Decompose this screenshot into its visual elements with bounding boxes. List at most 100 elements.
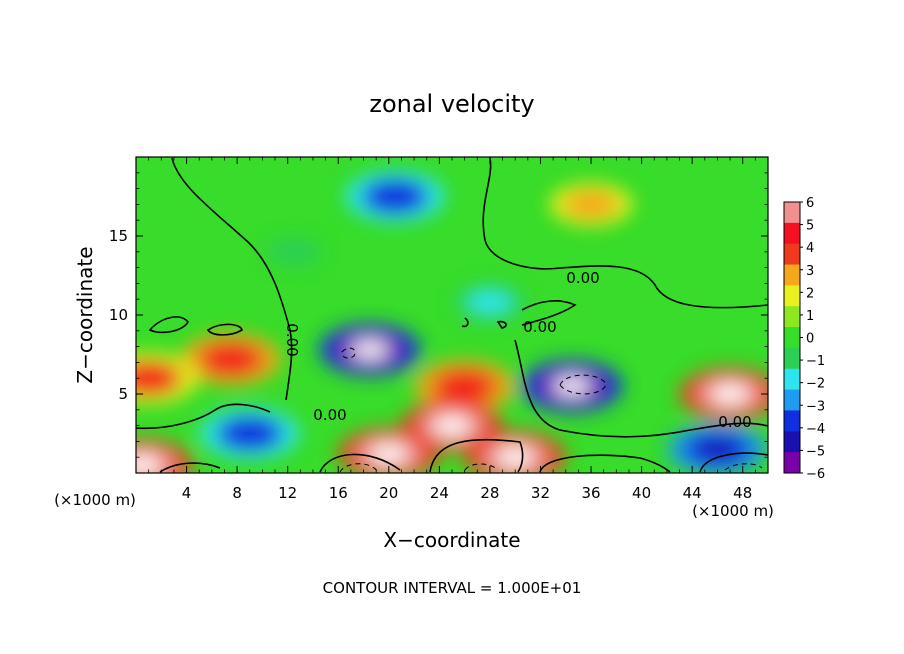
x-tick-label: 24 — [430, 484, 449, 502]
x-tick-label: 44 — [683, 484, 702, 502]
x-tick-label: 48 — [733, 484, 752, 502]
x-unit-label-left: (×1000 m) — [54, 491, 136, 509]
contour-label-text: 0.00 — [718, 413, 751, 431]
field-feature — [553, 376, 591, 396]
y-tick-label: 5 — [118, 385, 128, 403]
contour-line — [171, 157, 293, 401]
field-feature — [711, 384, 749, 404]
contour-line — [136, 403, 271, 430]
colorbar-label: 1 — [806, 309, 814, 324]
x-axis-ticks: 4 8 12 16 20 24 28 32 36 40 44 48 — [148, 157, 756, 502]
contour-line-dashed — [724, 463, 763, 471]
colorbar-segment — [784, 285, 800, 307]
zero-contours — [136, 157, 768, 473]
colorbar-segment — [784, 202, 800, 224]
contour-label-text: 0.00 — [283, 323, 301, 356]
x-tick-label: 16 — [329, 484, 348, 502]
x-tick-label: 36 — [581, 484, 600, 502]
colorbar-segment — [784, 327, 800, 349]
colorbar: 6 5 4 3 2 1 0 −1 −2 −3 −4 −5 −6 — [783, 196, 825, 482]
y-axis-ticks: 5 10 15 — [109, 172, 768, 458]
colorbar-segment — [784, 389, 800, 411]
field-feature — [433, 415, 471, 436]
contour-line-dashed — [339, 463, 379, 473]
contour-line — [699, 452, 768, 473]
y-tick-label: 10 — [109, 306, 128, 324]
y-axis-label: Z−coordinate — [73, 246, 97, 383]
field-feature — [136, 368, 168, 389]
contour-label-text: 0.00 — [566, 269, 599, 287]
contour-line — [514, 339, 768, 438]
contour-label-text: 0.00 — [313, 406, 346, 424]
contour-line-dashed — [559, 374, 607, 395]
field-feature — [698, 439, 737, 460]
contour-label: 0.00 — [718, 413, 751, 431]
contour-line-dashed — [464, 463, 499, 471]
contour-line — [148, 316, 189, 334]
field-feature — [445, 376, 484, 396]
contour-interval-note: CONTOUR INTERVAL = 1.000E+01 — [323, 579, 582, 597]
colorbar-segment — [784, 431, 800, 453]
x-tick-label: 40 — [632, 484, 651, 502]
colorbar-label: 4 — [806, 241, 814, 256]
colorbar-segment — [784, 264, 800, 286]
field-feature — [476, 295, 504, 310]
velocity-field — [136, 170, 768, 473]
colorbar-segment — [784, 243, 800, 266]
y-tick-label: 15 — [109, 227, 128, 245]
colorbar-label: −1 — [806, 354, 825, 369]
x-tick-label: 8 — [232, 484, 242, 502]
field-feature — [370, 444, 408, 464]
field-feature — [231, 423, 269, 444]
x-unit-label-right: (×1000 m) — [692, 502, 774, 520]
colorbar-segment — [784, 410, 800, 432]
x-tick-label: 12 — [278, 484, 297, 502]
colorbar-segment — [784, 368, 800, 391]
negative-contours — [339, 347, 763, 473]
contour-label: 0.00 — [283, 323, 301, 356]
x-tick-label: 20 — [379, 484, 398, 502]
colorbar-segment — [784, 306, 800, 328]
field-feature — [136, 455, 162, 473]
colorbar-label: 2 — [806, 286, 814, 301]
contour-line — [461, 317, 469, 328]
x-tick-label: 28 — [480, 484, 499, 502]
contour-labels: 0.00 0.00 0.00 0.00 0.00 — [283, 269, 752, 431]
field-feature — [212, 349, 250, 370]
contour-label: 0.00 — [566, 269, 599, 287]
colorbar-label: −6 — [806, 467, 825, 482]
contour-line — [429, 438, 524, 473]
field-feature — [575, 196, 607, 213]
field-feature — [283, 246, 305, 258]
contour-label: 0.00 — [313, 406, 346, 424]
colorbar-segment — [784, 347, 800, 370]
colorbar-segment — [784, 222, 800, 245]
x-axis-label: X−coordinate — [383, 528, 520, 552]
colorbar-label: −3 — [806, 399, 825, 414]
contour-line — [319, 453, 401, 473]
colorbar-segment — [784, 452, 800, 474]
colorbar-label: 0 — [806, 332, 814, 347]
colorbar-label: −2 — [806, 377, 825, 392]
field-feature — [496, 447, 534, 468]
contour-line — [206, 323, 243, 336]
colorbar-label: 6 — [806, 196, 814, 211]
contour-line — [482, 157, 768, 309]
contour-line — [539, 454, 671, 473]
chart-title: zonal velocity — [369, 90, 534, 118]
contour-line — [496, 320, 507, 329]
colorbar-label: 3 — [806, 264, 814, 279]
contour-line-dashed — [341, 347, 356, 359]
field-feature — [376, 186, 414, 207]
plot-area: 0.00 0.00 0.00 0.00 0.00 — [136, 157, 768, 473]
x-tick-label: 4 — [182, 484, 192, 502]
contour-line — [521, 300, 577, 326]
colorbar-label: −5 — [806, 444, 825, 459]
contour-label-text: 0.00 — [523, 318, 556, 336]
field-feature — [351, 339, 389, 360]
colorbar-label: 5 — [806, 219, 814, 234]
colorbar-label: −4 — [806, 422, 825, 437]
x-tick-label: 32 — [531, 484, 550, 502]
contour-line — [159, 462, 221, 473]
